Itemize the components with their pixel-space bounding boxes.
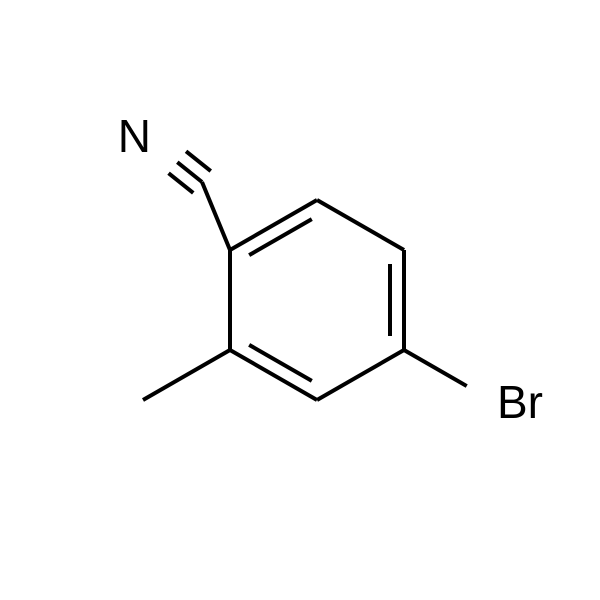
bonds-layer bbox=[143, 151, 467, 400]
labels-layer: N Br bbox=[118, 110, 543, 428]
bond bbox=[317, 350, 404, 400]
bond bbox=[249, 219, 312, 255]
bond bbox=[169, 173, 194, 193]
atom-label-br: Br bbox=[497, 376, 543, 428]
bond bbox=[177, 162, 202, 182]
bond bbox=[143, 350, 230, 400]
atom-label-n: N bbox=[118, 110, 151, 162]
bond bbox=[317, 200, 404, 250]
bond bbox=[249, 345, 312, 381]
bond bbox=[186, 151, 211, 171]
molecule-canvas: N Br bbox=[0, 0, 600, 600]
bond bbox=[202, 182, 230, 250]
bond bbox=[404, 350, 467, 386]
